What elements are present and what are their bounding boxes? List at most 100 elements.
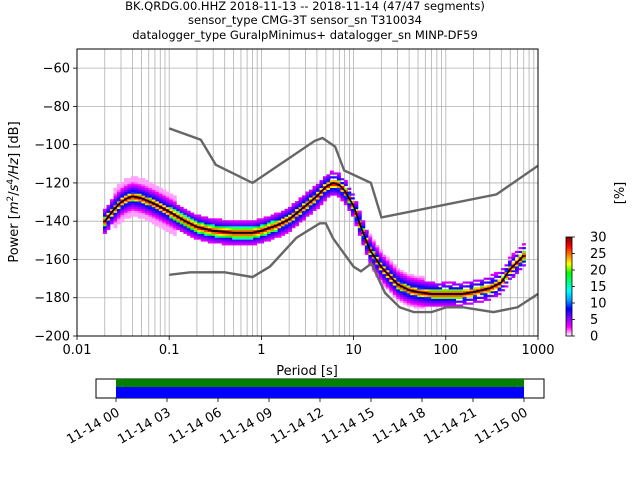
heatmap-cell	[308, 212, 313, 215]
heatmap-cell	[445, 281, 450, 284]
heatmap-cell	[176, 224, 181, 227]
heatmap-cell	[364, 235, 369, 238]
heatmap-cell	[267, 224, 271, 227]
heatmap-cell	[427, 300, 432, 303]
heatmap-cell	[176, 212, 181, 215]
heatmap-cell	[413, 283, 418, 286]
colorbar-label: [%]	[613, 182, 628, 205]
heatmap-cell	[424, 292, 429, 296]
heatmap-cell	[242, 222, 247, 225]
heatmap-cell	[403, 285, 408, 288]
heatmap-cell	[473, 279, 477, 282]
heatmap-cell	[165, 224, 170, 227]
heatmap-cell	[396, 298, 401, 301]
heatmap-cell	[340, 197, 345, 200]
heatmap-cell	[260, 233, 265, 236]
heatmap-cell	[382, 281, 387, 284]
heatmap-cell	[518, 256, 523, 259]
heatmap-cell	[148, 183, 153, 187]
heatmap-cell	[284, 210, 289, 213]
heatmap-cell	[249, 227, 254, 231]
heatmap-cell	[455, 283, 460, 286]
heatmap-cell	[281, 222, 285, 225]
heatmap-cell	[103, 208, 107, 211]
heatmap-cell	[350, 210, 355, 213]
heatmap-cell	[452, 302, 457, 305]
heatmap-cell	[445, 296, 450, 299]
heatmap-cell	[148, 181, 153, 185]
heatmap-cell	[193, 233, 198, 236]
heatmap-cell	[308, 204, 313, 208]
heatmap-cell	[340, 185, 345, 189]
heatmap-cell	[378, 268, 383, 271]
heatmap-cell	[476, 300, 481, 303]
heatmap-cell	[253, 229, 258, 233]
heatmap-cell	[389, 289, 394, 292]
heatmap-cell	[232, 243, 237, 246]
heatmap-cell	[399, 269, 404, 273]
heatmap-cell	[186, 214, 191, 217]
heatmap-cell	[385, 269, 390, 273]
heatmap-cell	[249, 239, 254, 242]
heatmap-cell	[385, 285, 390, 288]
heatmap-cell	[448, 296, 453, 299]
heatmap-cell	[221, 220, 226, 223]
heatmap-cell	[298, 214, 303, 217]
heatmap-cell	[277, 229, 282, 233]
heatmap-cell	[249, 229, 254, 233]
heatmap-cell	[403, 302, 408, 305]
heatmap-cell	[183, 231, 188, 234]
heatmap-cell	[511, 262, 516, 265]
heatmap-cell	[232, 235, 237, 238]
heatmap-cell	[267, 218, 271, 221]
heatmap-cell	[504, 275, 509, 278]
heatmap-cell	[172, 199, 177, 202]
heatmap-cell	[183, 216, 188, 219]
heatmap-cell	[183, 224, 188, 227]
heatmap-cell	[200, 235, 205, 238]
heatmap-cell	[364, 233, 369, 236]
heatmap-cell	[228, 222, 233, 225]
heatmap-cell	[361, 237, 366, 240]
heatmap-cell	[253, 220, 258, 223]
heatmap-cell	[302, 210, 306, 213]
heatmap-cell	[103, 210, 107, 213]
heatmap-cell	[302, 214, 306, 217]
heatmap-cell	[137, 187, 142, 190]
heatmap-cell	[211, 235, 216, 238]
heatmap-cell	[521, 250, 526, 254]
y-tick-label: −200	[34, 330, 70, 345]
heatmap-cell	[263, 231, 268, 234]
heatmap-cell	[274, 214, 278, 217]
heatmap-cell	[106, 227, 111, 231]
heatmap-cell	[431, 296, 436, 299]
heatmap-cell	[340, 199, 345, 202]
heatmap-cell	[158, 203, 163, 206]
heatmap-cell	[165, 212, 170, 215]
heatmap-cell	[165, 199, 170, 202]
heatmap-cell	[305, 197, 310, 200]
heatmap-cell	[396, 291, 401, 294]
heatmap-cell	[452, 291, 457, 294]
heatmap-cell	[263, 222, 268, 225]
heatmap-cell	[148, 214, 153, 217]
heatmap-cell	[162, 220, 167, 223]
heatmap-cell	[141, 199, 146, 202]
heatmap-cell	[218, 220, 223, 223]
heatmap-cell	[113, 201, 118, 204]
heatmap-cell	[165, 216, 170, 219]
heatmap-cell	[399, 294, 404, 298]
heatmap-cell	[518, 262, 523, 265]
heatmap-cell	[169, 206, 174, 210]
heatmap-cell	[235, 239, 240, 242]
heatmap-cell	[521, 254, 526, 257]
heatmap-cell	[438, 294, 443, 298]
heatmap-cell	[256, 224, 261, 227]
heatmap-cell	[396, 271, 401, 275]
heatmap-cell	[417, 296, 422, 299]
heatmap-cell	[396, 268, 401, 271]
heatmap-cell	[106, 210, 111, 213]
heatmap-cell	[116, 189, 121, 192]
heatmap-cell	[120, 183, 125, 187]
